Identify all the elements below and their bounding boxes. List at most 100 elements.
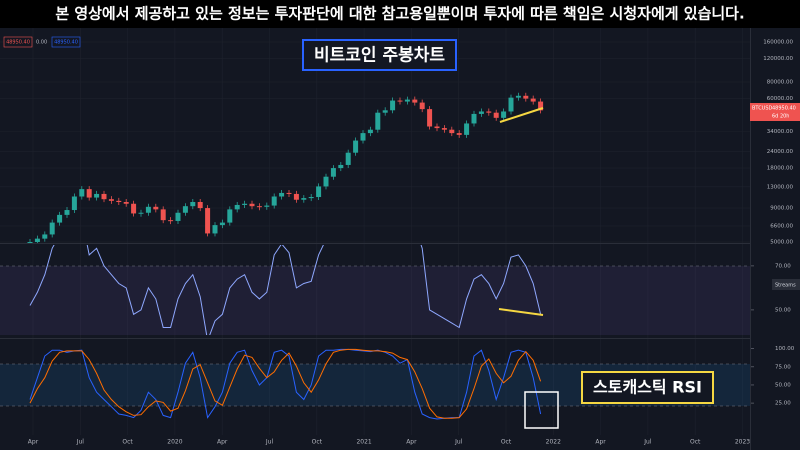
candle [538,101,544,111]
candle [205,208,211,234]
stoch-d [29,348,542,419]
candle [530,98,536,102]
candle [360,133,366,141]
candle [34,238,40,242]
candle [71,196,77,211]
candle [212,225,218,234]
x-label: Apr [595,439,606,446]
legend-box [3,36,33,48]
x-label: Apr [217,439,228,446]
candle [330,168,336,177]
candle [175,212,181,221]
annotation-box [581,371,714,404]
y-tick-label: 50.00 [775,382,791,388]
candle [508,97,514,112]
candle [390,100,396,111]
banner-bg [0,0,800,28]
streams-tag [772,279,800,290]
candle [227,209,233,223]
candle [464,123,470,135]
y-tick-label: 6600.00 [770,223,793,229]
candle [264,205,270,207]
rsi-pane [29,245,542,335]
candle [382,110,388,113]
candle [471,113,477,124]
y-tick-label: 50.00 [775,307,791,313]
y-tick-label: 18000.00 [767,166,794,172]
candle [501,111,507,118]
candle [256,206,262,208]
x-label: Oct [312,439,323,446]
legend-box [51,36,81,48]
grid [0,28,754,435]
candle [138,212,144,214]
x-label: Oct [690,439,701,446]
highlight-box [524,391,559,429]
title: 비트코인 주봉차트 [314,46,445,66]
candle [286,192,292,194]
y-tick-label: 25.00 [775,401,791,407]
candle [375,112,381,130]
title-box [302,39,457,71]
y-tick-label: 34000.00 [767,129,794,135]
y-tick-label: 120000.00 [763,56,793,62]
candle [308,197,314,199]
x-label: Oct [122,439,133,446]
candle [116,200,122,202]
candle [345,152,351,165]
y-tick-label: 9000.00 [770,206,793,212]
candle [131,203,137,214]
stoch-pane [29,348,542,420]
candle [182,206,188,213]
legend-value: 48950.40 [6,40,30,46]
candle [323,176,329,187]
y-tick-label: 24000.00 [767,149,794,155]
candle [219,222,225,226]
price: 48950.40 [772,106,796,112]
x-label: Jul [643,439,652,446]
x-label: Oct [501,439,512,446]
candle [515,95,521,98]
candle [49,222,55,235]
banner: 본 영상에서 제공하고 있는 정보는 투자판단에 대한 참고용일뿐이며 투자에 … [55,5,744,23]
candle [271,196,277,206]
legend-value: 0.00 [36,40,47,46]
candle [367,129,373,134]
candle [86,189,92,198]
candle [353,140,359,153]
y-tick-label: 80000.00 [767,80,794,86]
x-label: Jul [265,439,274,446]
x-label: Apr [406,439,417,446]
candle [94,193,100,198]
x-label: 2022 [546,439,561,446]
candle [301,198,307,200]
candle [486,111,492,113]
candle [168,220,174,222]
legend-value: 48950.40 [54,40,78,46]
countdown: 6d 20h [772,114,789,120]
x-label: Jul [76,439,85,446]
candle [449,129,455,134]
candle [123,202,129,204]
candle [197,202,203,209]
candle [64,210,70,215]
y-tick-label: 100.00 [775,346,795,352]
rsi-line [29,245,542,335]
y-tick-label: 160000.00 [763,40,793,46]
candle [57,214,63,223]
candle [42,234,48,239]
candle [145,206,151,213]
trend-line [499,107,544,123]
candle [397,100,403,102]
candle [419,102,425,110]
candle [153,206,159,210]
x-label: 2020 [167,439,182,446]
y-tick-label: 5000.00 [770,240,793,246]
y-tick-label: 75.00 [775,364,791,370]
candle [293,193,299,200]
candle [478,111,484,114]
candle [279,192,285,197]
candle [404,99,410,102]
axes: Apr Jul Oct 2020 Apr Jul Oct 2021 Apr Jul Oct 2022 A… [28,40,795,446]
